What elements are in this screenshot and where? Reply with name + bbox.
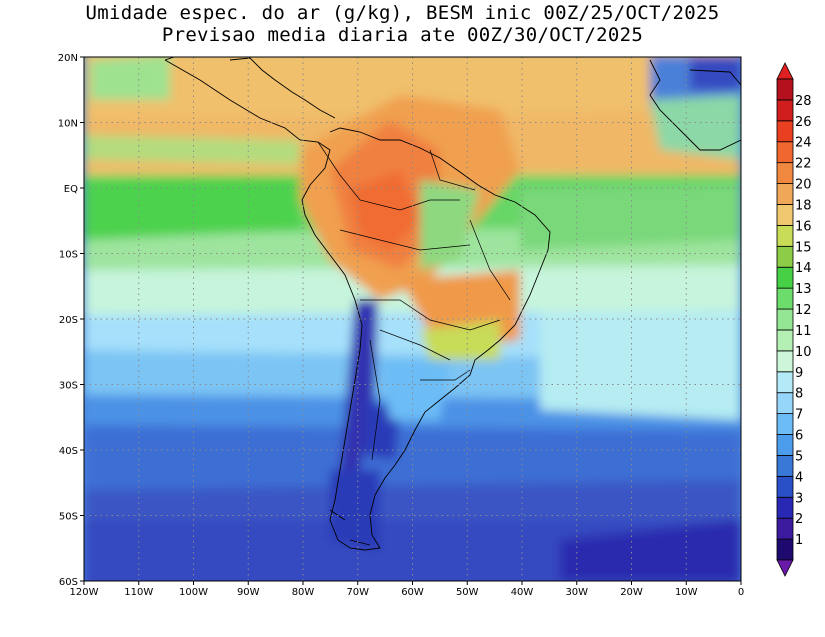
lon-tick-label: 10W: [675, 587, 698, 598]
colorbar-level-label: 10: [795, 345, 812, 360]
colorbar-swatch: [776, 245, 794, 268]
lon-tick-label: 70W: [346, 587, 369, 598]
colorbar-swatch: [776, 517, 794, 540]
colorbar-swatch: [776, 350, 794, 373]
colorbar-level-label: 1: [795, 533, 803, 548]
colorbar-level-label: 11: [795, 324, 812, 339]
lon-tick-label: 90W: [237, 587, 260, 598]
colorbar-level-label: 13: [795, 282, 812, 297]
colorbar-swatch: [776, 78, 794, 101]
colorbar-level-label: 2: [795, 512, 803, 527]
colorbar-swatch: [776, 308, 794, 331]
lon-tick-label: 110W: [124, 587, 153, 598]
latitude-axis: 20N 10N EQ 10S 20S 30S 40S 50S 60S: [58, 53, 84, 588]
colorbar-level-label: 5: [795, 449, 803, 464]
colorbar-swatch: [776, 120, 794, 143]
lon-tick-label: 120W: [70, 587, 99, 598]
lon-tick-label: 50W: [456, 587, 479, 598]
lat-tick-label: 20S: [59, 315, 78, 326]
colorbar-swatch: [776, 141, 794, 164]
lon-tick-label: 60W: [401, 587, 424, 598]
colorbar-swatch: [776, 434, 794, 456]
colorbar-level-label: 3: [795, 491, 803, 506]
colorbar-level-label: 28: [795, 94, 812, 109]
colorbar-swatch: [776, 183, 794, 205]
colorbar-swatch: [776, 204, 794, 226]
lon-tick-label: 40W: [511, 587, 534, 598]
lat-tick-label: 10S: [59, 250, 78, 261]
lat-tick-label: EQ: [64, 184, 78, 195]
colorbar-high-triangle: [776, 62, 794, 80]
lat-tick-label: 60S: [59, 577, 78, 588]
colorbar-level-label: 12: [795, 303, 812, 318]
lon-tick-label: 20W: [620, 587, 643, 598]
colorbar-level-label: 6: [795, 429, 803, 444]
colorbar-swatch: [776, 475, 794, 498]
chart-title-line1: Umidade espec. do ar (g/kg), BESM inic 0…: [85, 2, 720, 24]
colorbar-swatch: [776, 287, 794, 310]
colorbar-level-label: 15: [795, 240, 812, 255]
lon-tick-label: 30W: [565, 587, 588, 598]
colorbar-level-label: 20: [795, 178, 812, 193]
colorbar-swatch: [776, 162, 794, 184]
lat-tick-label: 30S: [59, 381, 78, 392]
lat-tick-label: 40S: [59, 446, 78, 457]
lon-tick-label: 100W: [179, 587, 208, 598]
colorbar-swatch: [776, 99, 794, 122]
colorbar-swatch: [776, 329, 794, 352]
chart-title-line2: Previsao media diaria ate 00Z/30/OCT/202…: [161, 24, 644, 46]
colorbar-level-label: 18: [795, 198, 812, 213]
longitude-axis: 120W 110W 100W 90W 80W 70W 60W 50W 40W 30W 20W 10W 0: [70, 581, 744, 598]
colorbar-swatch: [776, 413, 794, 435]
colorbar-level-label: 26: [795, 115, 812, 130]
colorbar-swatch: [776, 496, 794, 519]
lon-tick-label: 80W: [292, 587, 315, 598]
colorbar-swatch: [776, 224, 794, 247]
colorbar-level-label: 16: [795, 219, 812, 234]
colorbar-swatch: [776, 392, 794, 415]
colorbar-level-label: 7: [795, 408, 803, 423]
country-borders: [317, 141, 511, 461]
colorbar-swatch: [776, 371, 794, 394]
lon-tick-label: 0: [738, 587, 744, 598]
colorbar-level-label: 9: [795, 366, 803, 381]
lat-tick-label: 10N: [58, 119, 78, 130]
colorbar-level-label: 8: [795, 387, 803, 402]
colorbar-low-triangle: [776, 559, 794, 577]
lat-tick-label: 50S: [59, 512, 78, 523]
colorbar-swatch: [776, 538, 794, 561]
colorbar-swatch: [776, 455, 794, 477]
colorbar-swatch: [776, 266, 794, 289]
lat-tick-label: 20N: [58, 53, 78, 64]
colorbar-level-label: 4: [795, 470, 803, 485]
colorbar-level-label: 14: [795, 261, 812, 276]
colorbar-level-label: 24: [795, 136, 812, 151]
colorbar-level-label: 22: [795, 157, 812, 172]
